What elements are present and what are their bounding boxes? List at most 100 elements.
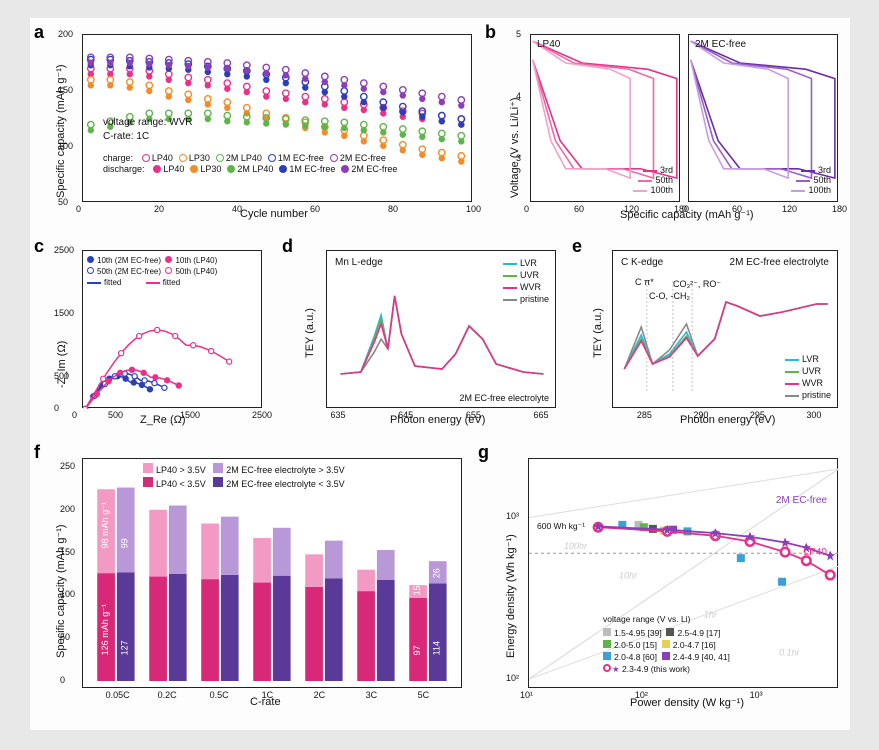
- panel-g-dashed-label: 600 Wh kg⁻¹: [537, 521, 585, 532]
- tick-label: 60: [310, 204, 320, 214]
- svg-text:127: 127: [120, 640, 130, 655]
- tick-label: 2500: [54, 245, 74, 255]
- tick-label: 100: [466, 204, 481, 214]
- svg-text:100hr: 100hr: [564, 541, 588, 551]
- panel-g-callout-lp40: LP40: [804, 547, 827, 558]
- tick-label: 0.2C: [158, 690, 177, 700]
- tick-label: 100: [60, 589, 75, 599]
- tick-label: 10³: [506, 511, 519, 521]
- panel-d-annotation: 2M EC-free electrolyte: [459, 393, 549, 403]
- tick-label: 285: [637, 410, 652, 420]
- tick-label: 290: [693, 410, 708, 420]
- panel-a-label: a: [34, 22, 44, 43]
- tick-label: 1500: [54, 308, 74, 318]
- tick-label: 5C: [418, 690, 430, 700]
- panel-g-callout-ecfree: 2M EC-free: [776, 495, 827, 506]
- panel-e-ann-1: C π*: [635, 277, 654, 287]
- tick-label: 10¹: [520, 690, 533, 700]
- tick-label: 50: [58, 197, 68, 207]
- panel-a-annotation-1: voltage range: WVR: [103, 117, 193, 128]
- panel-b-left-title: LP40: [537, 39, 560, 50]
- tick-label: 3: [516, 153, 521, 163]
- tick-label: 0: [524, 204, 529, 214]
- panel-b-right-legend: 3rd50th100th: [791, 165, 831, 195]
- tick-label: 20: [154, 204, 164, 214]
- panel-b-left-legend: 3rd50th100th: [633, 165, 673, 195]
- tick-label: 0: [60, 675, 65, 685]
- tick-label: 60: [574, 204, 584, 214]
- tick-label: 1C: [262, 690, 274, 700]
- tick-label: 0: [72, 410, 77, 420]
- panel-a-chart: voltage range: WVR C-rate: 1C charge: LP…: [82, 34, 472, 202]
- tick-label: 645: [398, 410, 413, 420]
- tick-label: 500: [108, 410, 123, 420]
- panel-c-legend: 10th (2M EC-free) 10th (LP40)50th (2M EC…: [87, 255, 217, 288]
- tick-label: 0: [76, 204, 81, 214]
- tick-label: 150: [60, 547, 75, 557]
- tick-label: 100: [58, 141, 73, 151]
- tick-label: 0.5C: [210, 690, 229, 700]
- panel-e-legend: LVRUVRWVRpristine: [785, 353, 831, 401]
- tick-label: 0: [682, 204, 687, 214]
- tick-label: 10²: [506, 673, 519, 683]
- tick-label: 635: [331, 410, 346, 420]
- tick-label: 200: [60, 504, 75, 514]
- tick-label: 2C: [314, 690, 326, 700]
- tick-label: 200: [58, 29, 73, 39]
- tick-label: 3C: [366, 690, 378, 700]
- tick-label: 295: [750, 410, 765, 420]
- tick-label: 150: [58, 85, 73, 95]
- tick-label: 10²: [635, 690, 648, 700]
- tick-label: 250: [60, 461, 75, 471]
- svg-text:98 mAh g⁻¹: 98 mAh g⁻¹: [100, 502, 110, 548]
- tick-label: 60: [732, 204, 742, 214]
- panel-b-label: b: [485, 22, 496, 43]
- svg-text:114: 114: [432, 641, 442, 655]
- tick-label: 655: [466, 410, 481, 420]
- panel-g-legend: voltage range (V vs. Li)1.5-4.95 [39] 2.…: [603, 613, 730, 675]
- panel-f-label: f: [34, 442, 40, 463]
- tick-label: 80: [388, 204, 398, 214]
- panel-b-right-chart: 2M EC-free 3rd50th100th: [688, 34, 838, 202]
- panel-a-annotation-2: C-rate: 1C: [103, 131, 149, 142]
- panel-d-title: Mn L-edge: [335, 257, 383, 268]
- panel-e-ann-2: C-O, -CH₂: [649, 291, 690, 301]
- panel-c-xlabel: Z_Re (Ω): [140, 414, 186, 426]
- panel-e-chart: C K-edge 2M EC-free electrolyte LVRUVRWV…: [612, 250, 838, 408]
- panel-a-legend: charge: LP40LP302M LP401M EC-free2M EC-f…: [103, 153, 463, 175]
- tick-label: 1500: [180, 410, 200, 420]
- panel-b-ylabel: Voltage (V vs. Li/Li⁺): [508, 97, 521, 198]
- panel-c-chart: 10th (2M EC-free) 10th (LP40)50th (2M EC…: [82, 250, 262, 408]
- svg-text:97: 97: [412, 645, 422, 655]
- tick-label: 5: [516, 29, 521, 39]
- panel-d-chart: Mn L-edge 2M EC-free electrolyte LVRUVRW…: [326, 250, 556, 408]
- panel-e-label: e: [572, 236, 582, 257]
- tick-label: 50: [60, 632, 70, 642]
- svg-text:99: 99: [120, 538, 130, 548]
- tick-label: 665: [533, 410, 548, 420]
- panel-e-ann-3: CO₃²⁻, RO⁻: [673, 279, 721, 290]
- panel-c-label: c: [34, 236, 44, 257]
- panel-a-xlabel: Cycle number: [240, 208, 308, 220]
- panel-g-label: g: [478, 442, 489, 463]
- panel-d-label: d: [282, 236, 293, 257]
- svg-text:10hr: 10hr: [619, 570, 638, 580]
- figure-wrapper: a voltage range: WVR C-rate: 1C charge: …: [30, 18, 850, 730]
- tick-label: 0: [54, 403, 59, 413]
- panel-b-right-title: 2M EC-free: [695, 39, 746, 50]
- tick-label: 2500: [252, 410, 272, 420]
- svg-text:126 mAh g⁻¹: 126 mAh g⁻¹: [100, 604, 110, 655]
- tick-label: 180: [832, 204, 847, 214]
- tick-label: 300: [806, 410, 821, 420]
- panel-g-ylabel: Energy density (Wh kg⁻¹): [504, 534, 517, 658]
- tick-label: 120: [624, 204, 639, 214]
- tick-label: 4: [516, 91, 521, 101]
- tick-label: 120: [782, 204, 797, 214]
- panel-d-ylabel: TEY (a.u.): [304, 308, 316, 358]
- panel-f-legend: LP40 > 3.5V 2M EC-free electrolyte > 3.5…: [143, 463, 345, 491]
- svg-text:26: 26: [432, 568, 442, 578]
- panel-e-ylabel: TEY (a.u.): [592, 308, 604, 358]
- tick-label: 500: [54, 371, 69, 381]
- svg-text:15: 15: [412, 585, 422, 595]
- panel-d-legend: LVRUVRWVRpristine: [503, 257, 549, 305]
